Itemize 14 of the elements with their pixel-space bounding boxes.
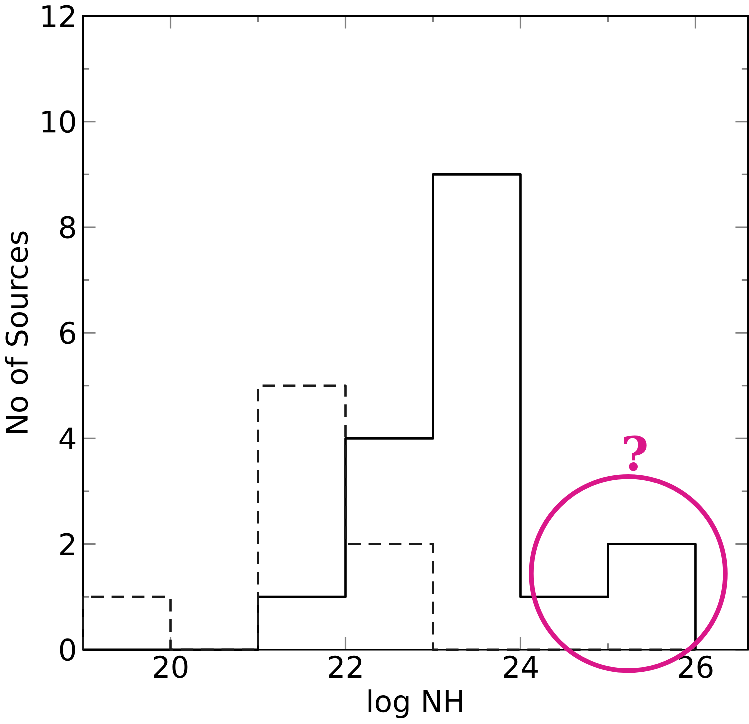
y-tick-label: 4 (60, 428, 76, 450)
y-tick-label: 8 (60, 216, 76, 239)
x-tick-label: 22 (329, 656, 362, 678)
x-axis-title: log NH (368, 690, 462, 719)
y-tick-label: 0 (60, 638, 76, 662)
y-tick-label: 6 (60, 322, 76, 345)
y-tick-label: 2 (60, 533, 74, 556)
y-axis-title: No of Sources (5, 232, 28, 434)
x-tick-label: 20 (154, 656, 188, 679)
annotation: ? (624, 436, 647, 472)
x-tick-label: 26 (678, 656, 713, 679)
y-tick-label: 10 (42, 110, 76, 134)
y-tick-label: 12 (42, 5, 74, 28)
x-tick-label: 24 (504, 656, 538, 678)
